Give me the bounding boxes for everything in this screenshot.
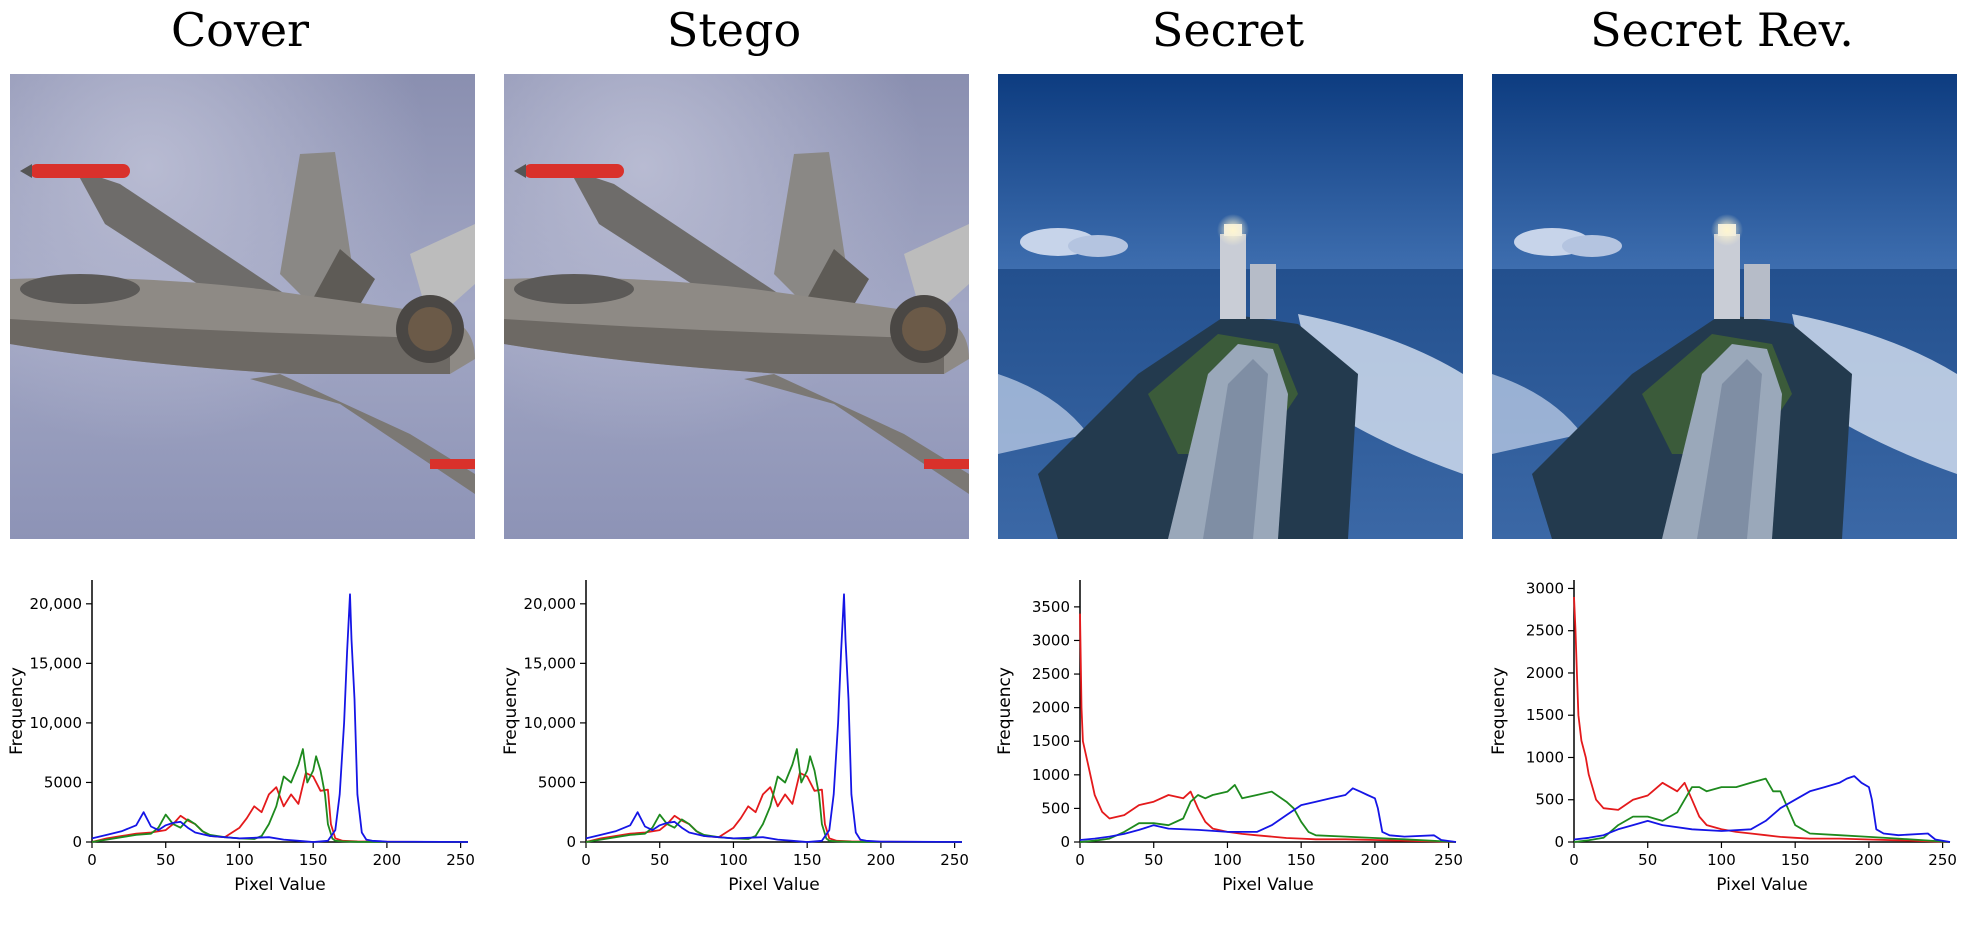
y-tick-label: 20,000 bbox=[30, 595, 83, 613]
x-tick-label: 50 bbox=[1638, 851, 1657, 869]
y-tick-label: 2000 bbox=[1526, 664, 1564, 682]
x-tick-label: 250 bbox=[446, 851, 475, 869]
panel-secret: Secret 0 50 100 150 200 250 0 500 1000 1500 2000 25… bbox=[988, 0, 1468, 928]
series-line-green bbox=[1573, 777, 1951, 843]
panel-title: Cover bbox=[170, 3, 310, 57]
y-tick-label: 2000 bbox=[1032, 699, 1070, 717]
y-tick-label: 3000 bbox=[1032, 631, 1070, 649]
series-line-green bbox=[585, 748, 963, 843]
lighthouse-photo bbox=[1492, 74, 1957, 539]
y-tick-label: 500 bbox=[1535, 791, 1564, 809]
x-tick-label: 200 bbox=[1855, 851, 1884, 869]
x-tick-label: 50 bbox=[156, 851, 175, 869]
panel-title: Secret Rev. bbox=[1590, 3, 1854, 57]
y-tick-label: 0 bbox=[566, 833, 576, 851]
y-tick-label: 0 bbox=[1060, 833, 1070, 851]
y-tick-label: 2500 bbox=[1032, 665, 1070, 683]
y-tick-label: 15,000 bbox=[524, 654, 577, 672]
x-tick-label: 50 bbox=[1144, 851, 1163, 869]
y-axis-label: Frequency bbox=[995, 667, 1015, 755]
x-axis-label: Pixel Value bbox=[728, 875, 819, 895]
y-tick-label: 5000 bbox=[538, 773, 576, 791]
y-tick-label: 5000 bbox=[44, 773, 82, 791]
x-tick-label: 250 bbox=[940, 851, 969, 869]
x-tick-label: 0 bbox=[87, 851, 97, 869]
x-tick-label: 100 bbox=[1707, 851, 1736, 869]
y-tick-label: 3500 bbox=[1032, 598, 1070, 616]
x-tick-label: 250 bbox=[1928, 851, 1957, 869]
x-tick-label: 250 bbox=[1434, 851, 1463, 869]
x-tick-label: 100 bbox=[225, 851, 254, 869]
x-tick-label: 0 bbox=[581, 851, 591, 869]
y-tick-label: 1500 bbox=[1526, 706, 1564, 724]
series-line-green bbox=[1079, 783, 1457, 843]
y-axis-label: Frequency bbox=[501, 667, 521, 755]
panel-secret-rev: Secret Rev. 0 50 100 150 200 250 0 500 1000 1500 2… bbox=[1482, 0, 1962, 928]
series-line-blue bbox=[585, 593, 963, 843]
x-axis-label: Pixel Value bbox=[1716, 875, 1807, 895]
x-tick-label: 150 bbox=[299, 851, 328, 869]
series-line-blue bbox=[1079, 787, 1457, 843]
fighter-jet-photo bbox=[504, 74, 969, 539]
y-tick-label: 20,000 bbox=[524, 595, 577, 613]
x-tick-label: 150 bbox=[793, 851, 822, 869]
histogram-chart: 0 50 100 150 200 250050010001500200025003000P… bbox=[1489, 579, 1957, 895]
x-tick-label: 200 bbox=[1361, 851, 1390, 869]
histogram-chart: 0 50 100 150 200 250 0 5000 10,000 15,000 20,000 Pi… bbox=[7, 580, 475, 895]
panel-title: Stego bbox=[666, 3, 802, 57]
series-line-red bbox=[585, 771, 963, 843]
y-tick-label: 2500 bbox=[1526, 622, 1564, 640]
lighthouse-photo bbox=[998, 74, 1463, 539]
x-tick-label: 0 bbox=[1075, 851, 1085, 869]
y-tick-label: 10,000 bbox=[524, 714, 577, 732]
y-axis-label: Frequency bbox=[7, 667, 27, 755]
histogram-chart: 0 50 100 150 200 250 0 5000 10,000 15,000 20,000 Pi… bbox=[501, 580, 969, 895]
x-tick-label: 0 bbox=[1569, 851, 1579, 869]
y-tick-label: 3000 bbox=[1526, 579, 1564, 597]
series-line-red bbox=[1573, 596, 1951, 843]
x-tick-label: 100 bbox=[1213, 851, 1242, 869]
x-tick-label: 200 bbox=[373, 851, 402, 869]
y-tick-label: 1000 bbox=[1032, 766, 1070, 784]
x-tick-label: 200 bbox=[867, 851, 896, 869]
panel-cover: Cover 0 50 100 150 200 250 0 5000 10,000 15,000 20… bbox=[0, 0, 480, 928]
x-axis-label: Pixel Value bbox=[234, 875, 325, 895]
x-tick-label: 100 bbox=[719, 851, 748, 869]
y-tick-label: 0 bbox=[1554, 833, 1564, 851]
y-axis-label: Frequency bbox=[1489, 667, 1509, 755]
x-tick-label: 50 bbox=[650, 851, 669, 869]
panel-stego: Stego 0 50 100 150 200 250 0 5000 10,000 15,000 20… bbox=[494, 0, 974, 928]
x-tick-label: 150 bbox=[1781, 851, 1810, 869]
series-line-green bbox=[91, 748, 469, 843]
series-line-red bbox=[91, 771, 469, 843]
y-tick-label: 15,000 bbox=[30, 654, 83, 672]
series-line-blue bbox=[91, 593, 469, 843]
y-tick-label: 1000 bbox=[1526, 748, 1564, 766]
y-tick-label: 0 bbox=[72, 833, 82, 851]
y-tick-label: 500 bbox=[1041, 799, 1070, 817]
series-line-blue bbox=[1573, 775, 1951, 843]
y-tick-label: 10,000 bbox=[30, 714, 83, 732]
histogram-chart: 0 50 100 150 200 2500500100015002000250030003… bbox=[995, 580, 1463, 895]
fighter-jet-photo bbox=[10, 74, 475, 539]
y-tick-label: 1500 bbox=[1032, 732, 1070, 750]
panel-title: Secret bbox=[1151, 3, 1305, 57]
series-line-red bbox=[1079, 613, 1457, 843]
x-tick-label: 150 bbox=[1287, 851, 1316, 869]
x-axis-label: Pixel Value bbox=[1222, 875, 1313, 895]
